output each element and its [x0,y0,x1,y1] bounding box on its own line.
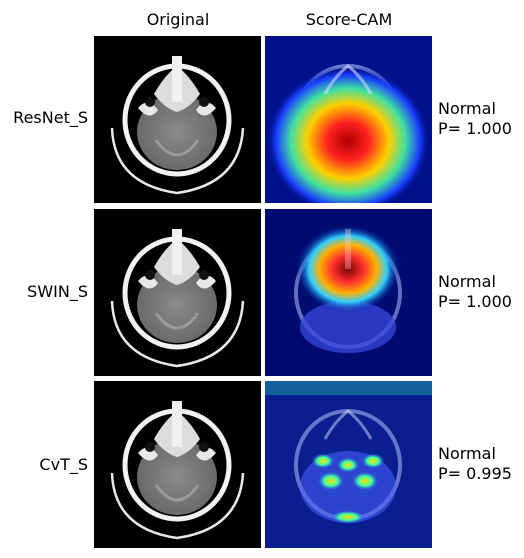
predicted-probability: P= 1.000 [438,292,512,311]
row-label-resnet: ResNet_S [13,108,88,127]
predicted-class: Normal [438,99,496,118]
row-label-swin: SWIN_S [27,282,88,301]
scorecam-overlay [265,36,432,203]
scorecam-overlay [265,381,432,548]
prediction-swin: Normal P= 1.000 [438,272,512,312]
scorecam-heatmap-resnet [265,36,432,203]
scorecam-heatmap-swin [265,209,432,376]
scorecam-overlay [265,209,432,376]
prediction-cvt: Normal P= 0.995 [438,444,512,484]
predicted-probability: P= 0.995 [438,464,512,483]
ct-scan-image [94,381,261,548]
column-header-original: Original [146,10,210,29]
predicted-class: Normal [438,444,496,463]
row-label-cvt: CvT_S [39,455,88,474]
original-scan-resnet [94,36,261,203]
prediction-resnet: Normal P= 1.000 [438,99,512,139]
predicted-probability: P= 1.000 [438,119,512,138]
scorecam-heatmap-cvt [265,381,432,548]
ct-scan-image [94,36,261,203]
column-header-scorecam: Score-CAM [305,10,393,29]
ct-scan-image [94,209,261,376]
original-scan-cvt [94,381,261,548]
predicted-class: Normal [438,272,496,291]
original-scan-swin [94,209,261,376]
